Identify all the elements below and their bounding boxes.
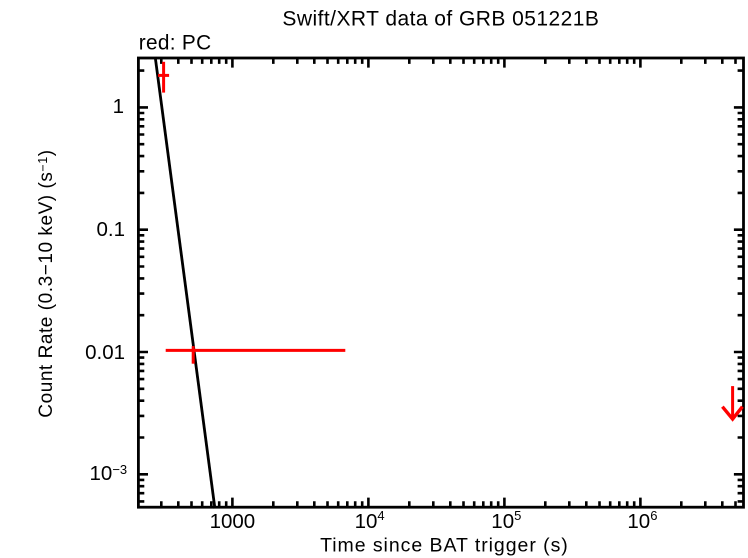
svg-text:1: 1 bbox=[113, 95, 124, 118]
svg-text:Time since BAT trigger (s): Time since BAT trigger (s) bbox=[320, 535, 569, 557]
svg-text:106: 106 bbox=[627, 508, 657, 533]
svg-text:red: PC: red: PC bbox=[139, 31, 212, 54]
svg-text:1000: 1000 bbox=[210, 510, 256, 533]
svg-text:Count Rate (0.3−10 keV) (s−1): Count Rate (0.3−10 keV) (s−1) bbox=[36, 149, 57, 417]
svg-text:0.1: 0.1 bbox=[97, 218, 126, 241]
svg-text:0.01: 0.01 bbox=[85, 341, 125, 364]
svg-text:Swift/XRT data of GRB 051221B: Swift/XRT data of GRB 051221B bbox=[282, 8, 599, 31]
